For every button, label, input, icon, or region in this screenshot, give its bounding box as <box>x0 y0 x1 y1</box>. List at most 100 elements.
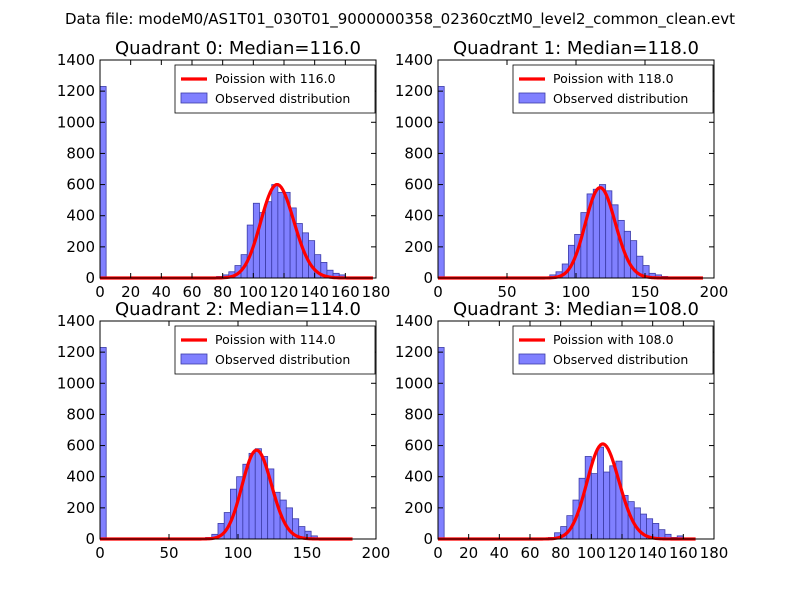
y-tick-label: 200 <box>404 238 433 256</box>
y-tick-label: 1200 <box>57 343 95 361</box>
x-tick-label: 100 <box>224 544 253 562</box>
y-tick-label: 1400 <box>395 51 433 69</box>
x-tick-label: 80 <box>213 283 232 301</box>
panel-title: Quadrant 3: Median=108.0 <box>453 299 699 320</box>
x-tick-label: 160 <box>331 283 360 301</box>
histogram-bar <box>603 471 611 540</box>
y-tick-label: 1000 <box>57 374 95 392</box>
y-tick-label: 1200 <box>395 343 433 361</box>
histogram-bar <box>597 446 605 540</box>
y-tick-label: 1000 <box>57 113 95 131</box>
legend-label-observed: Observed distribution <box>215 91 350 106</box>
x-tick-label: 20 <box>459 544 478 562</box>
y-tick-label: 0 <box>423 530 433 548</box>
y-tick-label: 1400 <box>57 51 95 69</box>
histogram-bar <box>308 240 316 279</box>
figure-suptitle: Data file: modeM0/AS1T01_030T01_90000003… <box>65 10 735 29</box>
y-tick-label: 1000 <box>395 113 433 131</box>
y-tick-label: 800 <box>404 405 433 423</box>
y-tick-label: 1200 <box>395 82 433 100</box>
x-tick-label: 100 <box>239 283 268 301</box>
legend-box <box>512 325 714 375</box>
x-tick-label: 180 <box>700 544 729 562</box>
x-tick-label: 150 <box>293 544 322 562</box>
x-tick-label: 140 <box>638 544 667 562</box>
histogram-bar <box>271 184 279 279</box>
histogram-bar <box>99 86 107 279</box>
y-tick-label: 800 <box>66 144 95 162</box>
y-tick-label: 400 <box>404 207 433 225</box>
y-tick-label: 600 <box>66 176 95 194</box>
x-tick-label: 0 <box>433 544 443 562</box>
y-tick-label: 200 <box>404 499 433 517</box>
legend-label-poisson: Poission with 114.0 <box>215 332 336 347</box>
panel-title: Quadrant 1: Median=118.0 <box>453 38 699 59</box>
x-tick-label: 60 <box>520 544 539 562</box>
y-tick-label: 800 <box>404 144 433 162</box>
x-tick-label: 20 <box>121 283 140 301</box>
x-tick-label: 60 <box>182 283 201 301</box>
legend: Poission with 108.0 Observed distribution <box>512 325 714 375</box>
histogram-bar <box>265 201 273 279</box>
x-tick-label: 100 <box>562 283 591 301</box>
histogram-bar <box>590 473 598 540</box>
axes-frame <box>99 59 377 279</box>
panel-title: Quadrant 0: Median=116.0 <box>115 38 361 59</box>
panel-title: Quadrant 2: Median=114.0 <box>115 299 361 320</box>
y-tick-label: 400 <box>66 468 95 486</box>
y-tick-label: 1400 <box>395 312 433 330</box>
panel-quadrant-2: 0 50 100 150 200 0 200 400 600 800 1000 1200 1400 Qua… <box>57 299 391 562</box>
panel-quadrant-0: 0 20 40 60 80 100 120 140 160 180 0 200 400 600 800 100… <box>57 38 391 301</box>
y-tick-label: 1400 <box>57 312 95 330</box>
legend-bar-swatch <box>180 353 208 365</box>
x-tick-label: 140 <box>300 283 329 301</box>
x-tick-label: 160 <box>669 544 698 562</box>
y-tick-label: 600 <box>404 176 433 194</box>
x-tick-label: 80 <box>551 544 570 562</box>
histogram-bar <box>609 465 617 540</box>
y-tick-label: 0 <box>85 269 95 287</box>
x-tick-label: 50 <box>497 283 516 301</box>
legend: Poission with 118.0 Observed distribution <box>512 64 714 114</box>
panel-quadrant-3: 0 20 40 60 80 100 120 140 160 180 0 200 400 600 800 100… <box>395 299 729 562</box>
x-tick-label: 120 <box>270 283 299 301</box>
legend-bar-swatch <box>518 92 546 104</box>
x-tick-label: 50 <box>159 544 178 562</box>
legend-label-observed: Observed distribution <box>553 352 688 367</box>
histogram-bar <box>592 188 600 279</box>
legend: Poission with 114.0 Observed distribution <box>174 325 376 375</box>
x-tick-label: 200 <box>362 544 391 562</box>
histogram-bar <box>599 184 607 279</box>
histogram-bar <box>437 347 445 540</box>
legend-bar-swatch <box>180 92 208 104</box>
legend-label-poisson: Poission with 116.0 <box>215 71 336 86</box>
x-tick-label: 40 <box>152 283 171 301</box>
x-tick-label: 0 <box>95 283 105 301</box>
y-tick-label: 0 <box>423 269 433 287</box>
y-tick-label: 600 <box>404 437 433 455</box>
y-tick-label: 400 <box>404 468 433 486</box>
x-tick-label: 0 <box>95 544 105 562</box>
x-tick-label: 0 <box>433 283 443 301</box>
x-tick-label: 100 <box>577 544 606 562</box>
y-tick-label: 1000 <box>395 374 433 392</box>
y-tick-label: 800 <box>66 405 95 423</box>
legend-label-poisson: Poission with 108.0 <box>553 332 674 347</box>
histogram-bar <box>99 347 107 540</box>
x-tick-label: 120 <box>608 544 637 562</box>
y-tick-label: 200 <box>66 238 95 256</box>
x-tick-label: 40 <box>490 544 509 562</box>
legend-box <box>512 64 714 114</box>
axes-frame <box>437 320 715 540</box>
legend-bar-swatch <box>518 353 546 365</box>
histogram-bar <box>277 191 285 279</box>
legend-label-observed: Observed distribution <box>553 91 688 106</box>
y-tick-label: 1200 <box>57 82 95 100</box>
x-tick-label: 200 <box>700 283 729 301</box>
x-tick-label: 150 <box>631 283 660 301</box>
histogram-bar <box>248 452 256 540</box>
y-tick-label: 400 <box>66 207 95 225</box>
panel-quadrant-1: 0 50 100 150 200 0 200 400 600 800 1000 1200 1400 Qua… <box>395 38 729 301</box>
panels: 0 20 40 60 80 100 120 140 160 1800200400600800100… <box>57 38 729 562</box>
